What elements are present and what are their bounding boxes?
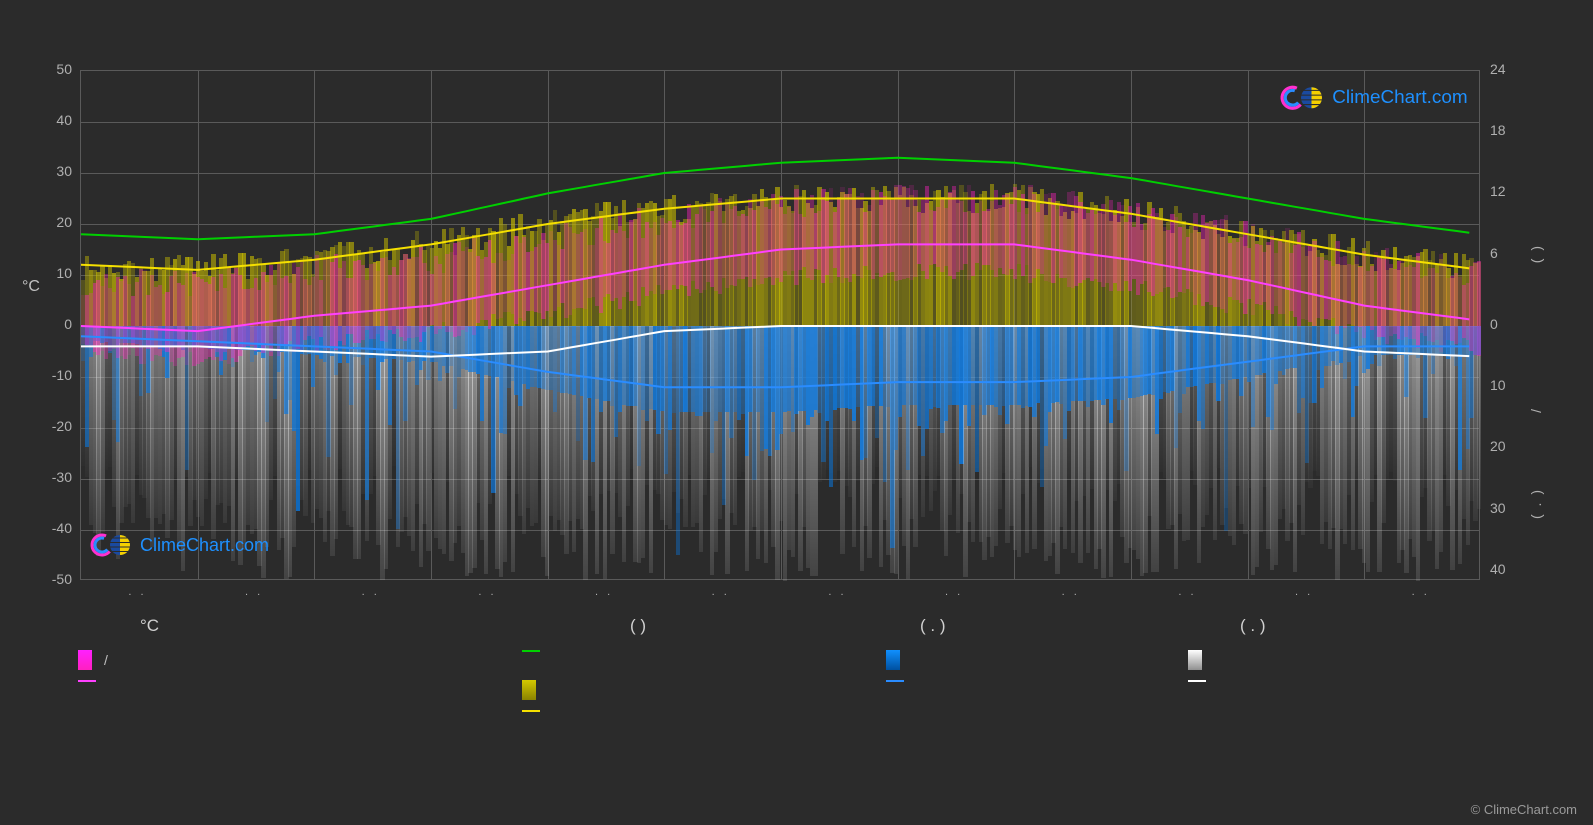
- y-right-tick: 18: [1490, 122, 1506, 138]
- legend-header: °C: [140, 616, 159, 636]
- y-left-tick: -10: [32, 367, 72, 383]
- y-left-tick: 50: [32, 61, 72, 77]
- climechart-watermark: ClimeChart.com: [90, 530, 269, 560]
- legend-line-swatch: [78, 680, 96, 682]
- x-month-label: . .: [1178, 586, 1196, 598]
- y-right-side-label: ( . ): [1528, 488, 1544, 519]
- y-left-tick: 40: [32, 112, 72, 128]
- y-left-title: °C: [22, 278, 40, 296]
- y-left-tick: -40: [32, 520, 72, 536]
- legend-item: [886, 680, 916, 682]
- legend-header: ( ): [630, 616, 646, 636]
- line-temp-min: [81, 244, 1469, 331]
- y-left-tick: 20: [32, 214, 72, 230]
- x-month-label: . .: [1062, 586, 1080, 598]
- line-snow: [81, 326, 1469, 357]
- y-right-tick: 24: [1490, 61, 1506, 77]
- x-month-label: . .: [595, 586, 613, 598]
- y-left-tick: -50: [32, 571, 72, 587]
- legend-swatch: [1188, 650, 1202, 670]
- x-month-label: . .: [828, 586, 846, 598]
- legend-header: ( . ): [920, 616, 946, 636]
- x-month-label: . .: [945, 586, 963, 598]
- y-right-tick: 20: [1490, 438, 1506, 454]
- legend-item: [1188, 680, 1218, 682]
- legend-item: /: [78, 650, 108, 670]
- climechart-watermark: ClimeChart.com: [1280, 82, 1468, 114]
- legend-item: [78, 680, 108, 682]
- y-right-side-label: ( ): [1528, 244, 1544, 263]
- x-month-label: . .: [1412, 586, 1430, 598]
- x-month-label: . .: [1295, 586, 1313, 598]
- legend-item: [522, 650, 552, 652]
- legend-item: [886, 650, 912, 670]
- y-right-tick: 30: [1490, 500, 1506, 516]
- y-left-tick: -30: [32, 469, 72, 485]
- line-temp-mean: [81, 199, 1469, 270]
- legend-header: ( . ): [1240, 616, 1266, 636]
- line-precip: [81, 336, 1469, 387]
- y-right-tick: 0: [1490, 316, 1498, 332]
- watermark-text: ClimeChart.com: [1332, 87, 1467, 109]
- x-month-label: . .: [245, 586, 263, 598]
- x-month-label: . .: [712, 586, 730, 598]
- y-left-tick: 30: [32, 163, 72, 179]
- x-month-label: . .: [478, 586, 496, 598]
- climechart-logo-icon: [1280, 82, 1326, 114]
- y-left-tick: 0: [32, 316, 72, 332]
- y-left-tick: -20: [32, 418, 72, 434]
- legend-line-swatch: [522, 650, 540, 652]
- x-month-label: . .: [128, 586, 146, 598]
- y-right-side-label: /: [1528, 407, 1544, 413]
- legend-item: [522, 710, 552, 712]
- legend-swatch: [522, 680, 536, 700]
- copyright-text: © ClimeChart.com: [1471, 802, 1577, 817]
- y-right-tick: 10: [1490, 377, 1506, 393]
- climechart-logo-icon: [90, 530, 134, 560]
- y-right-tick: 12: [1490, 183, 1506, 199]
- lines-layer: [81, 71, 1481, 581]
- watermark-text: ClimeChart.com: [140, 535, 269, 556]
- x-month-label: . .: [362, 586, 380, 598]
- legend-swatch: [886, 650, 900, 670]
- legend-item: [1188, 650, 1214, 670]
- y-right-tick: 40: [1490, 561, 1506, 577]
- legend-swatch: [78, 650, 92, 670]
- legend-line-swatch: [522, 710, 540, 712]
- legend-line-swatch: [1188, 680, 1206, 682]
- legend-line-swatch: [886, 680, 904, 682]
- legend-text: /: [104, 652, 108, 668]
- y-right-tick: 6: [1490, 245, 1498, 261]
- chart-plot-area: [80, 70, 1480, 580]
- legend-item: [522, 680, 548, 700]
